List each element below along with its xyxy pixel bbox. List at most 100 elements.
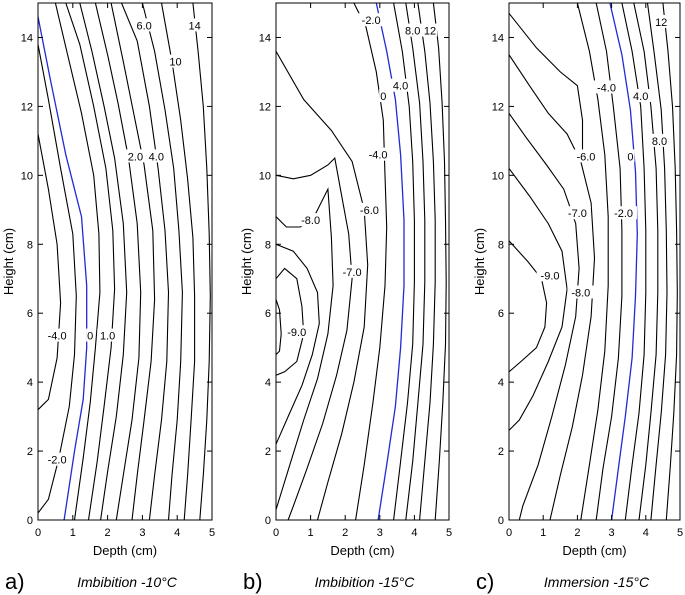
y-tick-label: 6 (27, 308, 33, 320)
y-tick-label: 10 (259, 170, 271, 182)
contour-label: 0 (380, 91, 386, 103)
contour-label: 2.0 (128, 151, 143, 163)
y-tick-label: 14 (259, 32, 271, 44)
x-tick-label: 5 (209, 527, 215, 539)
panel-letter: a) (5, 569, 25, 594)
x-tick-label: 0 (506, 527, 512, 539)
y-tick-label: 2 (498, 446, 504, 458)
contour-label: -7.0 (568, 208, 587, 220)
panel-letter: b) (243, 569, 263, 594)
contour-label: -9.0 (541, 270, 560, 282)
panel-b: -2.08.0 124.00-4.0-6.0-8.0-7.0-9.00 1 2 3 4 50… (239, 2, 452, 594)
contour-label-bg (125, 149, 146, 163)
contour-line (160, 3, 196, 520)
contour-label-bg (422, 23, 438, 37)
zero-contour-line (375, 3, 405, 520)
y-tick-label: 2 (27, 446, 33, 458)
x-tick-label: 3 (377, 527, 383, 539)
contour-label-bg (564, 206, 591, 220)
contour-label: -9.0 (287, 327, 306, 339)
contour-label: 12 (655, 17, 667, 29)
x-tick-label: 1 (70, 527, 76, 539)
y-axis-label: Height (cm) (472, 228, 487, 295)
y-axis-label: Height (cm) (239, 228, 254, 295)
contour-line (509, 54, 596, 520)
contour-label: -4.0 (597, 82, 616, 94)
contour-label-bg (357, 13, 385, 27)
y-tick-label: 4 (27, 377, 33, 389)
contour-line (662, 3, 678, 520)
panel-letter: c) (476, 569, 494, 594)
x-tick-label: 4 (174, 527, 180, 539)
contour-label-bg (390, 78, 411, 92)
contour-label: 10 (169, 57, 181, 69)
contour-label-bg (43, 452, 71, 466)
plot-frame (37, 2, 213, 521)
contour-label-bg (649, 133, 670, 147)
contour-label-bg (43, 328, 71, 342)
contour-label: 8.0 (652, 136, 667, 148)
contour-line (54, 3, 101, 520)
zero-contour-line (38, 16, 88, 520)
panel-title: Imbibition -10°C (77, 574, 178, 590)
contour-label-bg (97, 328, 118, 342)
y-tick-label: 0 (498, 515, 504, 527)
contour-label-bg (297, 213, 324, 227)
contour-label: 8.0 (405, 26, 420, 38)
x-tick-label: 1 (540, 527, 546, 539)
y-axis-label: Height (cm) (1, 228, 16, 295)
contour-line (79, 3, 128, 520)
contour-label-bg (630, 89, 651, 103)
panel-title: Imbibition -15°C (315, 574, 416, 590)
y-tick-label: 8 (265, 239, 271, 251)
contour-line (509, 12, 584, 162)
contour-line (65, 3, 116, 520)
contour-line (141, 3, 183, 520)
x-tick-label: 0 (273, 527, 279, 539)
contour-label: -4.0 (369, 150, 388, 162)
contour-line (276, 299, 282, 355)
contour-line (110, 3, 156, 520)
contour-line (38, 44, 77, 514)
zero-contour-line (609, 3, 638, 520)
contour-label: 14 (188, 20, 200, 32)
contour-line (621, 3, 647, 520)
x-tick-label: 4 (643, 527, 649, 539)
contour-label: -2.0 (614, 208, 633, 220)
contour-label-bg (653, 14, 669, 28)
plot-frame (508, 2, 681, 521)
contour-line (192, 3, 211, 520)
contour-line (38, 133, 62, 411)
x-axis-label: Depth (cm) (330, 543, 394, 558)
contour-label-bg (283, 325, 311, 339)
y-tick-label: 8 (27, 239, 33, 251)
plot-frame (275, 2, 450, 521)
contour-label: 4.0 (633, 91, 648, 103)
contour-line (353, 3, 388, 520)
x-tick-label: 0 (35, 527, 41, 539)
contour-label: -6.0 (576, 151, 595, 163)
contour-line (646, 3, 668, 520)
y-tick-label: 14 (492, 32, 504, 44)
contour-label: 12 (424, 26, 436, 38)
contour-line (576, 3, 609, 520)
x-axis-label: Depth (cm) (93, 543, 157, 558)
contour-label-bg (593, 80, 620, 94)
contour-label-bg (379, 89, 388, 103)
contour-label: 0 (87, 331, 93, 343)
contour-label-bg (146, 149, 167, 163)
contour-label: -2.0 (48, 455, 67, 467)
contour-label: -8.0 (301, 215, 320, 227)
contour-label: 6.0 (136, 20, 151, 32)
contour-label-bg (86, 328, 95, 342)
contour-label-bg (338, 264, 366, 278)
contour-line (276, 156, 353, 520)
contour-label: 0 (627, 151, 633, 163)
contour-lines (38, 3, 211, 520)
contour-label-bg (168, 54, 183, 68)
y-tick-label: 4 (265, 377, 271, 389)
contour-line (120, 3, 170, 520)
contour-label-bg (572, 149, 600, 163)
